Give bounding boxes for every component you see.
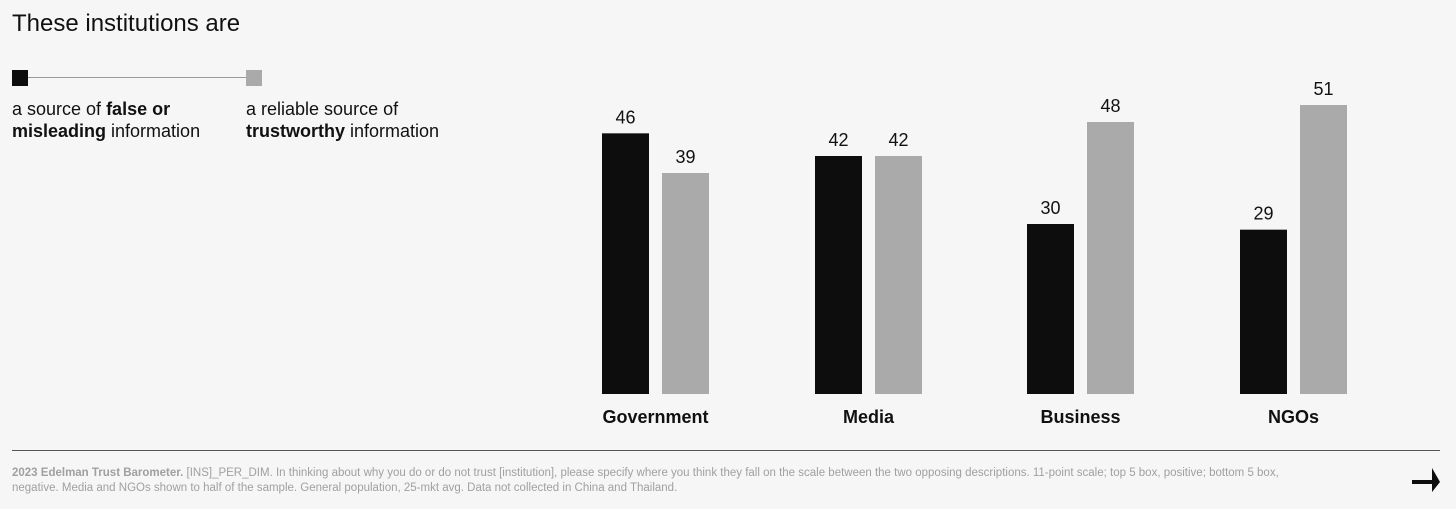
arrow-down-right-icon[interactable] [1410,462,1442,494]
footer-divider [12,450,1440,451]
bar-business-series-2 [1087,122,1134,394]
legend-label-false-misleading: a source of false or misleading informat… [12,99,201,141]
bar-government-series-1 [602,133,649,395]
legend-connector-line [20,77,254,78]
data-label-government-series-2: 39 [675,147,695,167]
footnote: 2023 Edelman Trust Barometer. [INS]_PER_… [12,467,1279,494]
data-label-business-series-1: 30 [1040,198,1060,218]
category-label-government: Government [602,407,708,427]
legend-label-trustworthy: a reliable source of trustworthy informa… [246,99,440,141]
category-label-business: Business [1040,407,1120,427]
data-label-ngos-series-2: 51 [1313,79,1333,99]
legend-swatch-false-misleading [12,70,28,86]
data-label-media-series-2: 42 [888,130,908,150]
data-label-business-series-2: 48 [1100,96,1120,116]
bar-ngos-series-1 [1240,229,1287,394]
chart-title: These institutions are [12,10,241,37]
bar-media-series-2 [875,156,922,394]
bar-government-series-2 [662,173,709,394]
category-label-media: Media [843,407,895,427]
bar-ngos-series-2 [1300,105,1347,394]
legend-swatch-trustworthy [246,70,262,86]
category-label-ngos: NGOs [1268,407,1319,427]
data-label-ngos-series-1: 29 [1253,204,1273,224]
data-label-media-series-1: 42 [828,130,848,150]
data-label-government-series-1: 46 [615,107,635,127]
bar-business-series-1 [1027,224,1074,394]
bar-media-series-1 [815,156,862,394]
bar-chart: 46 39 Government 42 42 Media 30 48 Business 29 51 N… [602,79,1347,427]
